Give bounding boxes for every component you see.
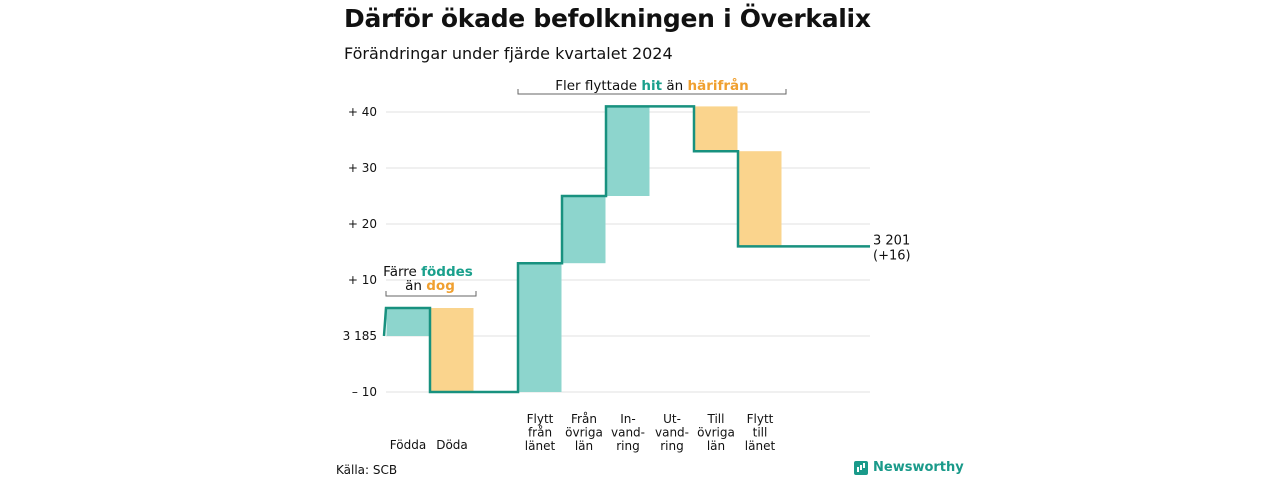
brand-name: Newsworthy — [873, 460, 964, 475]
chart-subtitle: Förändringar under fjärde kvartalet 2024 — [344, 44, 673, 63]
category-label: Flytt — [747, 412, 774, 426]
category-label: vand- — [611, 426, 645, 440]
annotation-births-deaths-line2: än dog — [405, 278, 455, 294]
category-label: Ut- — [663, 412, 681, 426]
y-tick-label: + 30 — [348, 161, 377, 175]
category-label: ring — [616, 439, 640, 453]
waterfall-bar — [738, 151, 782, 247]
newsworthy-icon — [854, 460, 868, 475]
annotation-bracket-left — [385, 291, 477, 297]
category-label: Födda — [390, 438, 426, 452]
y-tick-label: + 10 — [348, 273, 377, 287]
category-label: län — [575, 439, 593, 453]
category-label: från — [528, 426, 552, 440]
category-label: län — [707, 439, 725, 453]
waterfall-bar — [694, 106, 738, 152]
category-label: till — [753, 426, 768, 440]
source-label: Källa: SCB — [336, 463, 398, 477]
category-label: Från — [571, 412, 597, 426]
waterfall-bar — [386, 308, 430, 336]
y-tick-label: + 20 — [348, 217, 377, 231]
y-tick-label: – 10 — [352, 385, 377, 399]
waterfall-bar — [430, 308, 474, 392]
end-change-label: (+16) — [873, 248, 911, 263]
category-label: vand- — [655, 426, 689, 440]
category-label: ring — [660, 439, 684, 453]
end-value-label: 3 201 — [873, 233, 910, 248]
waterfall-bar — [562, 196, 606, 264]
cumulative-line — [382, 105, 870, 394]
category-label: Flytt — [527, 412, 554, 426]
y-tick-label: + 40 — [348, 105, 377, 119]
category-label: länet — [525, 439, 556, 453]
category-label: övriga — [565, 426, 603, 440]
waterfall-bar — [518, 263, 562, 392]
category-label: In- — [620, 412, 635, 426]
chart-title: Därför ökade befolkningen i Överkalix — [344, 4, 871, 33]
waterfall-bar — [606, 106, 650, 196]
brand-logo[interactable]: Newsworthy — [854, 460, 964, 475]
category-label: Till — [707, 412, 725, 426]
annotation-bracket-top — [517, 89, 787, 95]
category-label: länet — [745, 439, 776, 453]
category-label: övriga — [697, 426, 735, 440]
annotation-migration: Fler flyttade hit än härifrån — [555, 77, 749, 94]
y-tick-label: 3 185 — [343, 329, 377, 343]
category-label: Döda — [436, 438, 468, 452]
annotation-births-deaths-line1: Färre föddes — [383, 264, 473, 280]
